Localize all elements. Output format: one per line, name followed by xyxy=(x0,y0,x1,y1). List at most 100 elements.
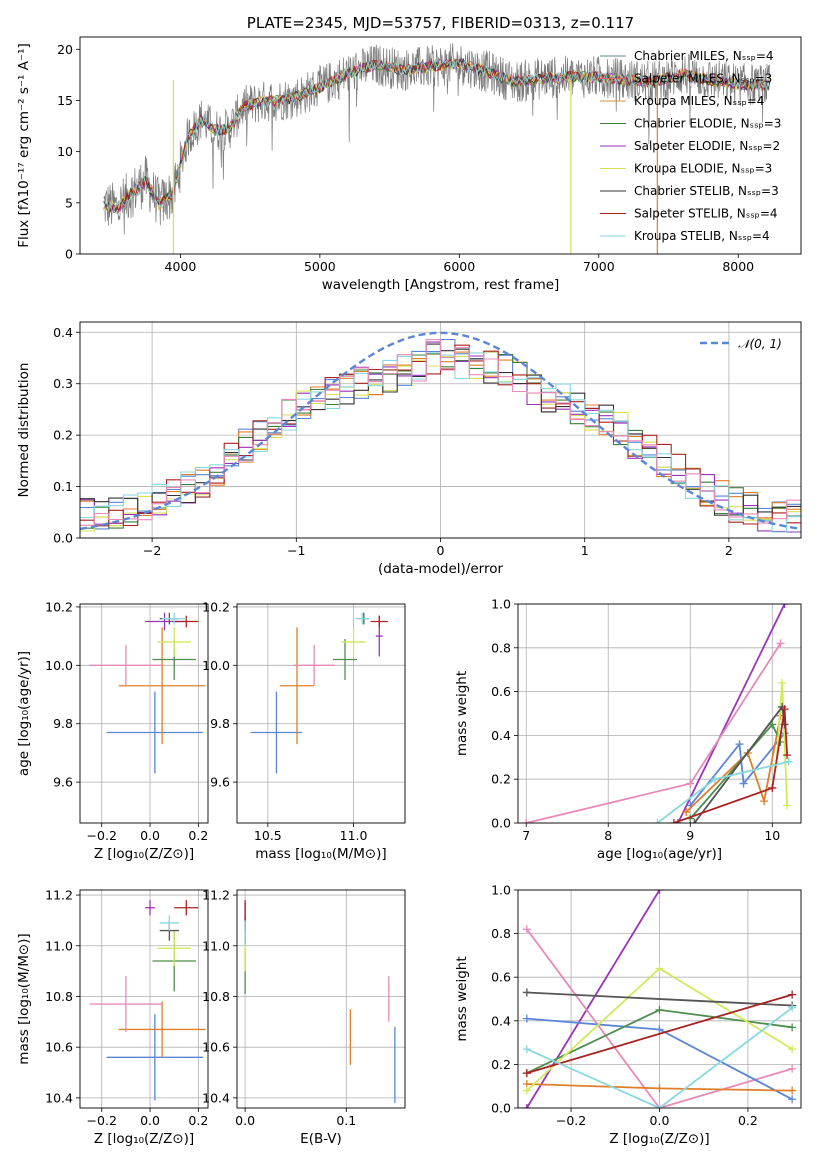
legend-entry: Salpeter ELODIE, Nₛₛₚ=2 xyxy=(634,139,780,153)
x-tick-label: −2 xyxy=(143,543,161,558)
data-point-marker xyxy=(653,819,662,823)
data-point-marker xyxy=(655,964,664,973)
x-tick-label: 10.5 xyxy=(254,828,282,843)
legend-entry: Kroupa MILES, Nₛₛₚ=4 xyxy=(634,94,764,108)
errorbar-point xyxy=(279,627,315,745)
errorbar-point xyxy=(159,915,180,931)
y-tick-label: 0.2 xyxy=(53,428,73,443)
errorbar-point xyxy=(106,1014,204,1101)
axes-frame xyxy=(517,603,802,824)
y-tick-label: 0.8 xyxy=(491,926,511,941)
axes-frame xyxy=(79,36,802,255)
y-tick-label: 0.6 xyxy=(491,684,511,699)
data-point-marker xyxy=(522,819,531,823)
x-tick-label: 0 xyxy=(437,543,445,558)
y-tick-label: 0.8 xyxy=(491,640,511,655)
axes-frame xyxy=(79,603,209,824)
x-axis-label: E(B-V) xyxy=(300,1131,342,1147)
y-tick-label: 10.4 xyxy=(45,1090,73,1105)
data-point-marker xyxy=(788,1045,797,1054)
data-point-marker xyxy=(673,819,682,823)
mass-weight-line xyxy=(526,890,661,1108)
normal-distribution-curve xyxy=(80,331,801,531)
y-axis-label: mass weight xyxy=(454,671,470,756)
plot-area xyxy=(250,612,388,774)
y-tick-label: 11.0 xyxy=(202,938,230,953)
data-point-marker xyxy=(522,925,531,934)
axes-frame xyxy=(517,889,802,1109)
axes-8: −0.2 0.0 0.2 0.0 0.2 0.4 0.6 0.8 1.0 Z [log₁₀(Z/Z… xyxy=(454,883,802,1147)
data-point-marker xyxy=(655,1005,664,1014)
errorbar-point xyxy=(157,627,192,657)
y-tick-label: 0.0 xyxy=(491,816,511,831)
y-tick-label: 10.0 xyxy=(45,658,73,673)
errorbar-point xyxy=(89,644,163,686)
mass-weight-line xyxy=(526,993,793,1074)
x-tick-label: 7000 xyxy=(583,259,615,274)
model-spectrum-line xyxy=(103,57,771,213)
model-spectrum-line xyxy=(103,59,771,213)
data-point-marker xyxy=(522,1104,531,1108)
mass-weight-line xyxy=(525,642,782,823)
y-tick-label: 9.6 xyxy=(53,775,73,790)
y-tick-label: 0.2 xyxy=(491,772,511,787)
errorbar-point xyxy=(293,644,335,686)
data-point-marker xyxy=(710,775,719,784)
data-point-marker xyxy=(669,819,678,823)
plot-area xyxy=(522,604,793,823)
errorbar-point xyxy=(106,691,204,774)
mass-weight-line xyxy=(526,928,793,1108)
x-tick-label: 0.0 xyxy=(140,828,160,843)
y-tick-label: 1.0 xyxy=(491,597,511,612)
observed-spectrum-line xyxy=(103,43,770,235)
grid xyxy=(237,890,405,1108)
y-tick-label: 0.6 xyxy=(491,970,511,985)
data-point-marker xyxy=(522,1086,531,1095)
data-point-marker xyxy=(655,1084,664,1093)
legend-entry: Kroupa ELODIE, Nₛₛₚ=3 xyxy=(634,162,772,176)
plot-area xyxy=(80,331,801,533)
data-point-marker xyxy=(768,783,777,792)
errorbar-point xyxy=(355,612,369,625)
errorbar-point xyxy=(370,615,388,628)
y-tick-label: 0.4 xyxy=(491,728,511,743)
chart-title: PLATE=2345, MJD=53757, FIBERID=0313, z=0… xyxy=(247,14,634,32)
data-point-marker xyxy=(784,757,793,766)
x-axis-label: Z [log₁₀(Z/Z⊙)] xyxy=(94,1131,194,1147)
y-tick-label: 0.3 xyxy=(53,376,73,391)
x-axis-label: wavelength [Angstrom, rest frame] xyxy=(322,277,560,293)
legend-entry: Chabrier ELODIE, Nₛₛₚ=3 xyxy=(634,117,781,131)
y-tick-label: 1.0 xyxy=(491,883,511,898)
plot-area xyxy=(103,43,771,254)
y-tick-label: 0.2 xyxy=(491,1057,511,1072)
axes-7: 0.0 0.1 10.4 10.6 10.8 11.0 11.2 E(B-V) xyxy=(202,888,406,1147)
data-point-marker xyxy=(788,1023,797,1032)
x-tick-label: 9 xyxy=(686,828,694,843)
grid xyxy=(80,890,208,1108)
y-axis-label: Flux [fλ10⁻¹⁷ erg cm⁻² s⁻¹ A⁻¹] xyxy=(16,43,32,248)
x-tick-label: 0.0 xyxy=(650,1113,670,1128)
axes-5: 7 8 9 10 0.0 0.2 0.4 0.6 0.8 1.0 age [log₁₀(age/yr… xyxy=(454,597,802,862)
x-axis-label: Z [log₁₀(Z/Z⊙)] xyxy=(609,1131,709,1147)
data-point-marker xyxy=(788,990,797,999)
errorbar-point xyxy=(157,930,192,967)
grid xyxy=(237,604,405,823)
data-point-marker xyxy=(522,1014,531,1023)
axes-frame xyxy=(79,889,209,1109)
y-tick-label: 20 xyxy=(57,42,73,57)
x-axis-label: (data-model)/error xyxy=(378,561,504,577)
mass-weight-line xyxy=(775,682,788,806)
x-tick-label: 1 xyxy=(581,543,589,558)
x-tick-label: −0.2 xyxy=(87,828,117,843)
y-tick-label: 15 xyxy=(57,93,73,108)
errorbar-point xyxy=(89,976,163,1032)
x-tick-label: 10 xyxy=(764,828,780,843)
data-point-marker xyxy=(776,639,785,648)
model-spectrum-line xyxy=(103,58,771,214)
errorbar-point xyxy=(174,615,199,628)
data-point-marker xyxy=(690,819,699,823)
data-point-marker xyxy=(655,1025,664,1034)
x-axis-label: mass [log₁₀(M/M⊙)] xyxy=(255,846,386,862)
data-point-marker xyxy=(780,705,789,714)
data-point-marker xyxy=(735,740,744,749)
